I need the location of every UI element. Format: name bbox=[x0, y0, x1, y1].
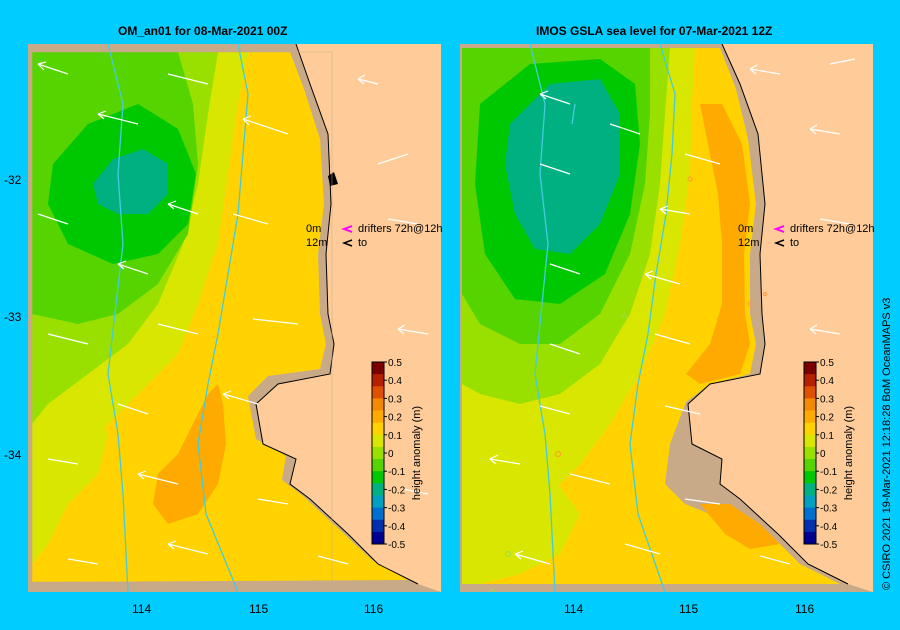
panel-title-left: OM_an01 for 08-Mar-2021 00Z bbox=[118, 24, 288, 38]
colorbar-tick-label: 0.5 bbox=[388, 358, 402, 369]
colorbar-swatch bbox=[804, 374, 816, 387]
colorbar-swatch bbox=[372, 410, 384, 424]
colorbar-right: 0.5 0.4 0.3 0.2 0.1 0 -0.1 -0.2 -0.3 -0.4 -0.5 heig… bbox=[803, 358, 855, 551]
colorbar-swatch bbox=[804, 483, 816, 496]
lat-tick-32: -32 bbox=[4, 173, 22, 187]
colorbar-tick-label: -0.5 bbox=[820, 540, 838, 551]
colorbar-swatch bbox=[804, 507, 816, 521]
drifters-legend-left: 0m drifters 72h@12h 12m to bbox=[306, 223, 443, 249]
colorbar-tick-label: 0.1 bbox=[388, 431, 402, 442]
colorbar-label: height anomaly (m) bbox=[411, 406, 423, 500]
lon-tick-116-right: 116 bbox=[795, 602, 815, 616]
colorbar-swatch bbox=[372, 386, 384, 399]
colorbar-tick-label: -0.4 bbox=[388, 522, 406, 533]
colorbar-tick-label: 0.2 bbox=[820, 413, 834, 424]
drifters-to: to bbox=[358, 237, 367, 249]
svg-text:12m: 12m bbox=[738, 237, 759, 249]
credit-text: © CSIRO 2021 19-Mar-2021 12:18:28 BoM Oc… bbox=[881, 297, 893, 590]
colorbar-swatch bbox=[372, 362, 384, 375]
colorbar-swatch bbox=[804, 434, 816, 448]
colorbar-swatch bbox=[372, 483, 384, 496]
svg-text:drifters 72h@12h: drifters 72h@12h bbox=[790, 223, 875, 235]
panel-title-right: IMOS GSLA sea level for 07-Mar-2021 12Z bbox=[536, 24, 773, 38]
colorbar-label: height anomaly (m) bbox=[843, 406, 855, 500]
map-panel-left bbox=[28, 44, 441, 592]
colorbar-swatch bbox=[372, 434, 384, 448]
colorbar-tick-label: 0 bbox=[388, 449, 394, 460]
colorbar-tick-label: -0.1 bbox=[388, 467, 406, 478]
colorbar-swatch bbox=[804, 398, 816, 412]
colorbar-swatch bbox=[804, 422, 816, 436]
colorbar-tick-label: 0.4 bbox=[388, 376, 402, 387]
colorbar-swatch bbox=[804, 471, 816, 484]
lon-tick-114-left: 114 bbox=[132, 602, 152, 616]
svg-text:to: to bbox=[790, 237, 799, 249]
colorbar-tick-label: -0.3 bbox=[388, 504, 406, 515]
colorbar-swatch bbox=[804, 410, 816, 424]
colorbar-swatch bbox=[804, 531, 816, 545]
colorbar-swatch bbox=[372, 495, 384, 509]
colorbar-tick-label: 0.2 bbox=[388, 413, 402, 424]
colorbar-tick-label: -0.2 bbox=[388, 485, 406, 496]
colorbar-tick-label: 0.4 bbox=[820, 376, 834, 387]
colorbar-tick-label: -0.1 bbox=[820, 467, 838, 478]
colorbar-tick-label: 0.1 bbox=[820, 431, 834, 442]
lon-tick-116-left: 116 bbox=[364, 602, 384, 616]
colorbar-swatch bbox=[372, 422, 384, 436]
colorbar-tick-label: 0.3 bbox=[388, 394, 402, 405]
colorbar-left: 0.5 0.4 0.3 0.2 0.1 0 -0.1 -0.2 -0.3 -0.4 -0.5 heig… bbox=[371, 358, 423, 551]
colorbar-tick-label: -0.2 bbox=[820, 485, 838, 496]
drifters-depth-0m: 0m bbox=[306, 223, 321, 235]
colorbar-swatch bbox=[372, 459, 384, 472]
colorbar-tick-label: 0.5 bbox=[820, 358, 834, 369]
colorbar-swatch bbox=[372, 519, 384, 533]
colorbar-swatch bbox=[804, 459, 816, 472]
colorbar-swatch bbox=[804, 362, 816, 375]
colorbar-swatch bbox=[804, 495, 816, 509]
colorbar-swatch bbox=[372, 507, 384, 521]
lat-tick-33: -33 bbox=[4, 310, 22, 324]
colorbar-swatch bbox=[372, 446, 384, 460]
drifters-depth-12m: 12m bbox=[306, 237, 327, 249]
lon-tick-115-left: 115 bbox=[249, 602, 269, 616]
colorbar-swatch bbox=[372, 398, 384, 412]
drifters-legend-right: 0m drifters 72h@12h 12m to bbox=[738, 223, 875, 249]
lon-tick-115-right: 115 bbox=[679, 602, 699, 616]
colorbar-tick-label: -0.4 bbox=[820, 522, 838, 533]
colorbar-swatch bbox=[804, 386, 816, 399]
colorbar-swatch bbox=[804, 519, 816, 533]
lat-tick-34: -34 bbox=[4, 448, 22, 462]
colorbar-swatch bbox=[372, 531, 384, 545]
colorbar-swatch bbox=[804, 446, 816, 460]
colorbar-swatch bbox=[372, 374, 384, 387]
colorbar-swatch bbox=[372, 471, 384, 484]
drifters-text: drifters 72h@12h bbox=[358, 223, 443, 235]
colorbar-tick-label: 0.3 bbox=[820, 394, 834, 405]
colorbar-tick-label: 0 bbox=[820, 449, 826, 460]
svg-text:0m: 0m bbox=[738, 223, 753, 235]
colorbar-tick-label: -0.3 bbox=[820, 504, 838, 515]
colorbar-tick-label: -0.5 bbox=[388, 540, 406, 551]
lon-tick-114-right: 114 bbox=[564, 602, 584, 616]
